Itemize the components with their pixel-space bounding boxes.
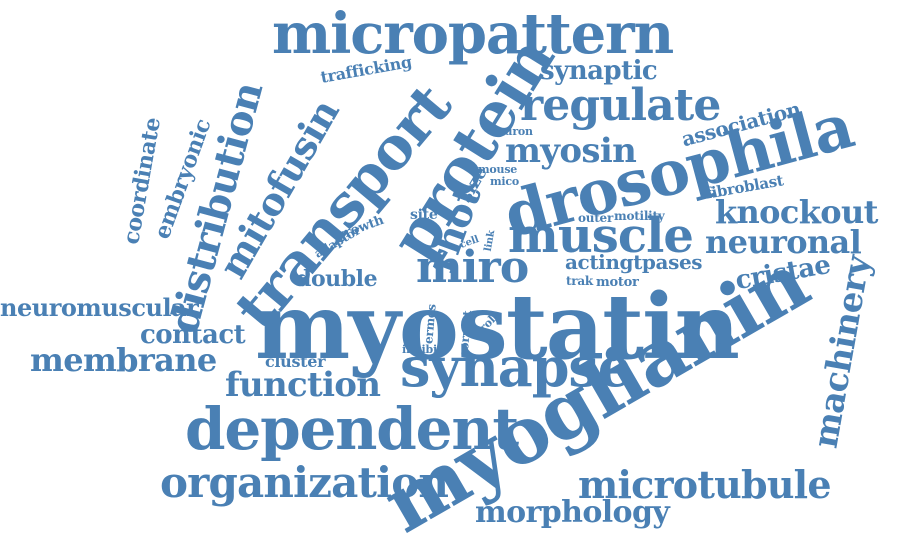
word-myosin: myosin <box>505 131 637 171</box>
word-knockout: knockout <box>715 193 878 231</box>
word-mico: mico <box>490 175 519 188</box>
word-machinery: machinery <box>805 252 879 452</box>
word-dependent: dependent <box>185 395 519 463</box>
word-organization: organization <box>160 458 449 507</box>
word-trak: trak <box>566 274 593 288</box>
word-synaptic: synaptic <box>540 56 658 86</box>
word-ermes: ermes <box>421 303 439 345</box>
word-function: function <box>225 365 381 405</box>
word-motility: motility <box>614 209 665 223</box>
word-neuromuscular: neuromuscular <box>0 293 199 322</box>
word-inhibit: inhibit <box>402 343 442 356</box>
word-myostatin: myostatin <box>255 274 740 380</box>
word-morphology: morphology <box>475 495 670 530</box>
word-miro: miro <box>416 242 529 293</box>
word-regulate: regulate <box>520 80 721 131</box>
word-neuron: neuron <box>490 125 533 138</box>
word-double: double <box>296 266 378 292</box>
word-outer: outer <box>578 211 614 225</box>
word-micropattern: micropattern <box>272 1 674 67</box>
word-contact: contact <box>140 320 246 350</box>
word-site: site <box>410 207 438 223</box>
word-muscle: muscle <box>508 208 694 264</box>
word-mouse: mouse <box>478 163 518 176</box>
word-synapse: synapse <box>400 335 632 399</box>
word-cluster: cluster <box>265 352 326 371</box>
word-motor: motor <box>596 275 639 290</box>
word-actingtpases: actingtpases <box>565 250 703 274</box>
word-microtubule: microtubule <box>578 462 832 507</box>
word-membrane: membrane <box>30 341 217 379</box>
word-neuronal: neuronal <box>705 223 862 261</box>
